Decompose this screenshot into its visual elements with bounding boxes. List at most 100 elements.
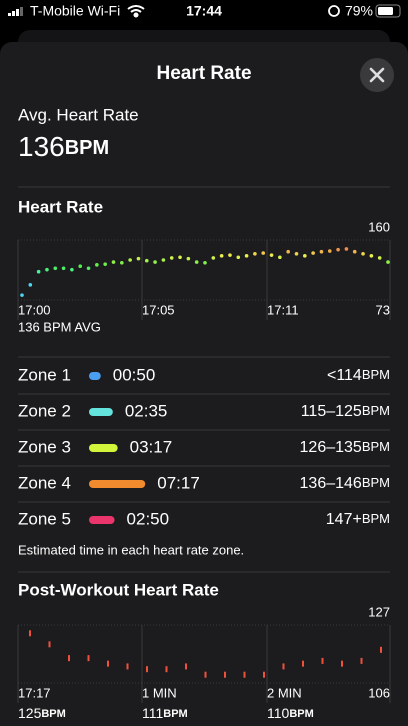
heart-rate-dot	[369, 254, 374, 258]
zone-time: 03:17	[130, 437, 173, 456]
heart-rate-dot	[136, 256, 141, 261]
avg-unit: BPM	[65, 137, 109, 159]
zone-bar	[89, 372, 101, 380]
clock: 17:44	[186, 3, 222, 19]
recovery-unit: BPM	[163, 708, 187, 720]
zone-range: 126–135BPM	[300, 439, 390, 456]
heart-rate-dot	[319, 249, 324, 254]
heart-rate-dot	[61, 266, 66, 271]
heart-rate-dot	[78, 264, 83, 269]
recovery-number: 110	[267, 705, 290, 721]
battery-icon	[375, 4, 401, 18]
y-tick-label: 127	[368, 604, 390, 619]
heart-rate-dot	[111, 260, 116, 264]
heart-rate-dot	[86, 266, 91, 271]
heart-rate-dot	[203, 260, 207, 265]
heart-rate-dot	[169, 256, 174, 260]
recovery-value: 111BPM	[142, 705, 188, 721]
recovery-value: 125BPM	[18, 705, 66, 721]
zone-name: Zone 5	[18, 509, 71, 528]
battery-level: 79%	[345, 3, 373, 19]
heart-rate-dot	[269, 253, 274, 257]
zone-bar	[89, 444, 118, 452]
heart-rate-dot	[377, 256, 382, 260]
heart-rate-dot	[53, 266, 58, 271]
heart-rate-dot	[253, 251, 257, 256]
x-tick-label: 1 MIN	[142, 685, 177, 700]
heart-rate-dot	[244, 254, 249, 258]
heart-rate-dot	[20, 293, 24, 297]
heart-rate-dot	[36, 269, 41, 274]
sheet	[0, 42, 408, 726]
zone-time: 02:35	[125, 401, 168, 420]
recovery-number: 125	[18, 705, 42, 721]
zone-time: 07:17	[157, 473, 200, 492]
zone-range-value: 126–135	[300, 439, 362, 456]
carrier: T-Mobile Wi-Fi	[30, 3, 120, 19]
zone-time: 02:50	[127, 509, 170, 528]
heart-rate-dot	[228, 253, 232, 257]
zone-bar	[89, 516, 115, 524]
zone-name: Zone 4	[18, 473, 71, 492]
zone-range-unit: BPM	[362, 403, 390, 418]
heart-rate-dot	[311, 251, 315, 255]
x-tick-label: 17:11	[267, 302, 299, 317]
avg-number: 136	[18, 131, 65, 162]
heart-rate-dot	[303, 254, 307, 258]
heart-rate-dot	[161, 258, 166, 262]
heart-rate-dot	[236, 255, 241, 260]
heart-rate-dot	[327, 249, 332, 253]
zone-range-value: 115–125	[301, 403, 362, 420]
recovery-unit: BPM	[289, 708, 313, 720]
y-tick-label: 160	[368, 219, 390, 234]
heart-rate-dot	[45, 267, 49, 272]
zone-range-unit: BPM	[362, 367, 390, 382]
x-tick-label: 2 MIN	[267, 685, 302, 700]
y-tick-label: 73	[376, 302, 390, 317]
x-tick-label: 17:17	[18, 685, 51, 700]
chart-title: Post-Workout Heart Rate	[18, 580, 219, 599]
chart-title: Heart Rate	[18, 197, 103, 216]
zone-bar	[89, 408, 113, 416]
recovery-number: 111	[142, 705, 163, 721]
heart-rate-dot	[103, 262, 107, 266]
heart-rate-dot	[352, 249, 357, 254]
heart-rate-dot	[211, 256, 216, 260]
wifi-icon	[127, 5, 145, 18]
heart-rate-dot	[261, 251, 266, 255]
alarm-icon	[328, 5, 340, 17]
zone-time: 00:50	[113, 365, 156, 384]
zone-range: 115–125BPM	[301, 403, 390, 420]
avg-note: 136 BPM AVG	[18, 319, 101, 334]
heart-rate-dot	[70, 267, 74, 272]
signal-icon	[8, 7, 23, 16]
recovery-unit: BPM	[41, 708, 65, 720]
close-button[interactable]	[360, 58, 394, 92]
zone-name: Zone 2	[18, 401, 71, 420]
heart-rate-dot	[219, 254, 224, 258]
heart-rate-dot	[186, 256, 191, 261]
avg-label: Avg. Heart Rate	[18, 105, 139, 124]
heart-rate-dot	[128, 258, 132, 262]
zone-range-value: <114	[327, 367, 362, 384]
zone-range-value: 147+	[326, 511, 362, 528]
zone-note: Estimated time in each heart rate zone.	[18, 542, 244, 557]
zone-range-unit: BPM	[362, 439, 390, 454]
sheet-title: Heart Rate	[156, 63, 251, 84]
zone-name: Zone 3	[18, 437, 71, 456]
heart-rate-dot	[361, 251, 365, 256]
heart-rate-dot	[336, 247, 340, 252]
zone-range-unit: BPM	[362, 475, 390, 490]
heart-rate-dot	[278, 255, 282, 260]
avg-value: 136BPM	[18, 131, 109, 162]
heart-rate-dot	[286, 249, 290, 254]
heart-rate-dot	[120, 260, 124, 265]
zone-range: <114BPM	[327, 367, 390, 384]
heart-rate-dot	[178, 255, 182, 260]
zone-range: 147+BPM	[326, 511, 390, 528]
heart-rate-dot	[294, 251, 299, 256]
y-tick-label: 106	[368, 685, 390, 700]
zone-bar	[89, 480, 146, 488]
